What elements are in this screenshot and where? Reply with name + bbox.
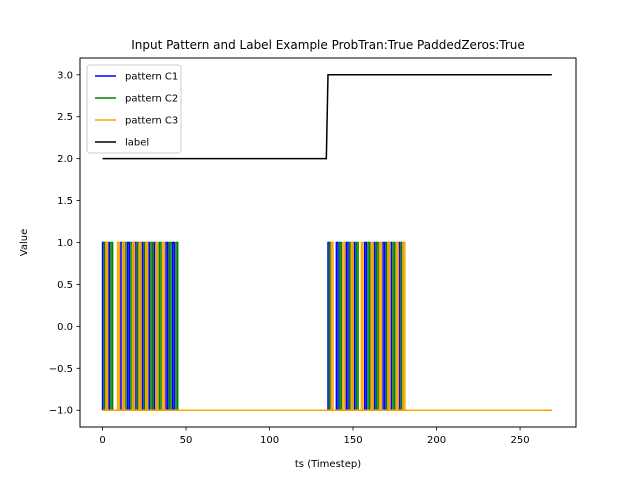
y-tick-label: 2.5 [57, 112, 73, 123]
legend-label: pattern C1 [125, 72, 178, 83]
legend-label: label [125, 138, 149, 149]
x-tick-label: 50 [180, 435, 193, 446]
y-tick-label: 0.0 [57, 322, 73, 333]
legend-label: pattern C3 [125, 116, 178, 127]
y-tick-label: 0.5 [57, 280, 73, 291]
x-tick-label: 150 [344, 435, 363, 446]
x-axis-label: ts (Timestep) [295, 459, 361, 470]
x-axis: 0 50 100 150 200 250 [99, 427, 530, 446]
y-tick-label: 1.0 [57, 238, 73, 249]
y-tick-label: 2.0 [57, 154, 73, 165]
y-tick-label: 1.5 [57, 196, 73, 207]
series-line-pattern-c3 [102, 241, 552, 411]
legend-label: pattern C2 [125, 94, 178, 105]
y-axis: −1.0 −0.5 0.0 0.5 1.0 1.5 2.0 2.5 3.0 [49, 70, 80, 417]
x-tick-label: 0 [99, 435, 105, 446]
x-tick-label: 250 [511, 435, 530, 446]
chart-title: Input Pattern and Label Example ProbTran… [131, 38, 524, 52]
y-axis-label: Value [19, 229, 30, 256]
x-tick-label: 100 [260, 435, 279, 446]
x-tick-label: 200 [427, 435, 446, 446]
y-tick-label: 3.0 [57, 70, 73, 81]
legend: pattern C1 pattern C2 pattern C3 label [86, 64, 182, 154]
y-tick-label: −1.0 [49, 406, 73, 417]
legend-box [86, 64, 182, 154]
y-tick-label: −0.5 [49, 364, 73, 375]
series-line-label [102, 74, 552, 160]
series-layer [101, 74, 552, 411]
